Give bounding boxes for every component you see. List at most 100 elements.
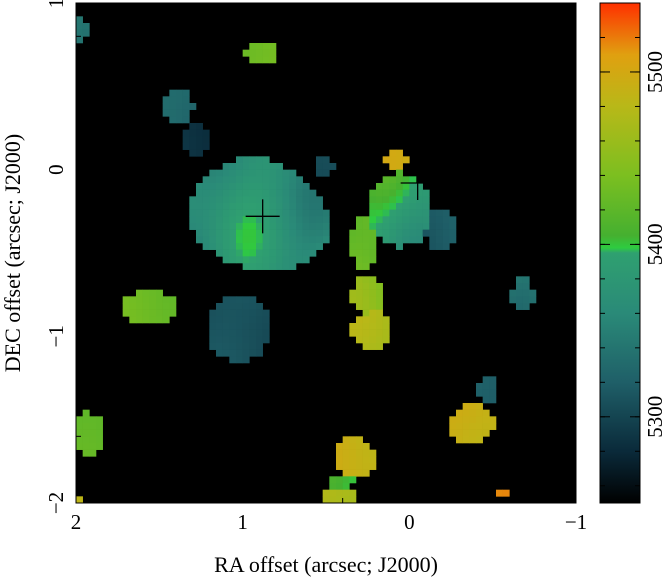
velocity-pixel bbox=[482, 396, 490, 404]
velocity-pixel bbox=[209, 223, 217, 230]
velocity-pixel bbox=[262, 236, 270, 244]
velocity-pixel bbox=[282, 189, 290, 197]
velocity-pixel bbox=[222, 223, 230, 230]
velocity-pixel bbox=[229, 176, 237, 184]
velocity-pixel bbox=[302, 183, 310, 190]
velocity-pixel bbox=[196, 143, 203, 150]
velocity-pixel bbox=[242, 323, 250, 330]
velocity-pixel bbox=[269, 169, 277, 177]
velocity-pixel bbox=[409, 183, 417, 190]
velocity-pixel bbox=[369, 316, 377, 324]
velocity-pixel bbox=[236, 196, 243, 204]
velocity-pixel bbox=[382, 216, 390, 224]
velocity-pixel bbox=[176, 89, 183, 97]
velocity-pixel bbox=[256, 203, 263, 210]
velocity-pixel bbox=[342, 476, 350, 484]
velocity-pixel bbox=[382, 156, 390, 164]
velocity-pixel bbox=[356, 436, 363, 444]
velocity-pixel bbox=[236, 169, 243, 177]
velocity-pixel bbox=[369, 329, 377, 337]
velocity-pixel bbox=[382, 316, 390, 324]
velocity-pixel bbox=[482, 383, 490, 390]
velocity-pixel bbox=[469, 409, 477, 417]
velocity-pixel bbox=[76, 23, 83, 30]
velocity-pixel bbox=[269, 249, 277, 257]
velocity-pixel bbox=[429, 243, 437, 250]
velocity-pixel bbox=[169, 96, 177, 104]
velocity-pixel bbox=[476, 403, 483, 410]
velocity-pixel bbox=[289, 169, 297, 177]
velocity-pixel bbox=[329, 496, 337, 504]
velocity-pixel bbox=[316, 229, 323, 237]
velocity-pixel bbox=[216, 209, 223, 217]
velocity-pixel bbox=[242, 209, 250, 217]
velocity-pixel bbox=[249, 43, 257, 50]
velocity-pixel bbox=[256, 349, 263, 357]
velocity-pixel bbox=[276, 196, 283, 204]
velocity-pixel bbox=[349, 463, 357, 470]
velocity-pixel bbox=[129, 309, 137, 317]
velocity-pixel bbox=[402, 209, 410, 217]
velocity-pixel bbox=[489, 416, 497, 424]
velocity-pixel bbox=[229, 323, 237, 330]
velocity-pixel bbox=[236, 349, 243, 357]
velocity-pixel bbox=[196, 149, 203, 157]
velocity-pixel bbox=[396, 203, 403, 210]
velocity-pixel bbox=[196, 229, 203, 237]
velocity-pixel bbox=[396, 229, 403, 237]
velocity-pixel bbox=[209, 309, 217, 317]
velocity-pixel bbox=[269, 176, 277, 184]
velocity-pixel bbox=[442, 229, 450, 237]
velocity-pixel bbox=[336, 476, 343, 484]
velocity-pixel bbox=[362, 263, 370, 270]
velocity-pixel bbox=[302, 196, 310, 204]
velocity-pixel bbox=[142, 303, 150, 310]
velocity-pixel bbox=[209, 323, 217, 330]
velocity-pixel bbox=[416, 216, 423, 224]
velocity-pixel bbox=[142, 309, 150, 317]
velocity-pixel bbox=[189, 136, 197, 144]
velocity-pixel bbox=[249, 196, 257, 204]
velocity-pixel bbox=[209, 243, 217, 250]
velocity-pixel bbox=[382, 236, 390, 244]
velocity-pixel bbox=[242, 243, 250, 250]
velocity-pixel bbox=[209, 229, 217, 237]
velocity-pixel bbox=[289, 236, 297, 244]
velocity-pixel bbox=[249, 336, 257, 344]
velocity-pixel bbox=[216, 169, 223, 177]
velocity-pixel bbox=[389, 156, 397, 164]
velocity-pixel bbox=[149, 316, 157, 324]
velocity-pixel bbox=[402, 223, 410, 230]
velocity-pixel bbox=[122, 303, 130, 310]
velocity-pixel bbox=[82, 443, 90, 450]
velocity-pixel bbox=[356, 263, 363, 270]
velocity-pixel bbox=[362, 309, 370, 317]
velocity-pixel bbox=[202, 203, 210, 210]
velocity-pixel bbox=[276, 236, 283, 244]
velocity-pixel bbox=[229, 243, 237, 250]
velocity-pixel bbox=[356, 243, 363, 250]
velocity-pixel bbox=[76, 436, 83, 444]
velocity-pixel bbox=[416, 236, 423, 244]
velocity-pixel bbox=[262, 249, 270, 257]
velocity-pixel bbox=[262, 263, 270, 270]
velocity-pixel bbox=[302, 236, 310, 244]
velocity-pixel bbox=[129, 303, 137, 310]
velocity-pixel bbox=[376, 329, 383, 337]
velocity-pixel bbox=[376, 283, 383, 290]
velocity-pixel bbox=[242, 296, 250, 304]
velocity-pixel bbox=[349, 469, 357, 477]
velocity-pixel bbox=[242, 49, 250, 57]
velocity-pixel bbox=[276, 169, 283, 177]
velocity-pixel bbox=[182, 116, 190, 124]
velocity-pixel bbox=[229, 303, 237, 310]
velocity-pixel bbox=[229, 163, 237, 170]
velocity-pixel bbox=[216, 323, 223, 330]
velocity-pixel bbox=[222, 216, 230, 224]
velocity-pixel bbox=[342, 456, 350, 464]
velocity-pixel bbox=[369, 343, 377, 350]
velocity-pixel bbox=[396, 243, 403, 250]
velocity-pixel bbox=[256, 49, 263, 57]
velocity-pixel bbox=[389, 203, 397, 210]
velocity-pixel bbox=[356, 449, 363, 457]
